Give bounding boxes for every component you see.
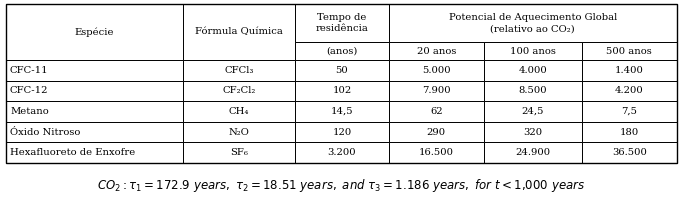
Text: 16.500: 16.500 — [419, 148, 454, 157]
Text: 8.500: 8.500 — [518, 86, 547, 95]
Text: Espécie: Espécie — [74, 27, 114, 37]
Bar — [389, 42, 484, 60]
Text: 4.200: 4.200 — [615, 86, 643, 95]
Text: 14,5: 14,5 — [331, 107, 353, 116]
Text: $CO_2 : \tau_1 =172.9\ years,\ \tau_2 =18.51\ years,\ and\ \tau_3 =1.186\ years,: $CO_2 : \tau_1 =172.9\ years,\ \tau_2 =1… — [98, 176, 585, 194]
Bar — [296, 122, 389, 142]
Bar — [182, 122, 296, 142]
Text: 7.900: 7.900 — [422, 86, 451, 95]
Bar — [6, 81, 182, 101]
Text: 3.200: 3.200 — [328, 148, 357, 157]
Text: Óxido Nitroso: Óxido Nitroso — [10, 128, 81, 137]
Text: 120: 120 — [333, 128, 352, 137]
Bar — [296, 4, 389, 42]
Bar — [6, 122, 182, 142]
Bar — [296, 101, 389, 122]
Text: CH₄: CH₄ — [229, 107, 249, 116]
Bar — [6, 4, 182, 60]
Text: 500 anos: 500 anos — [607, 46, 652, 56]
Text: Fórmula Química: Fórmula Química — [195, 28, 283, 37]
Text: Tempo de
residência: Tempo de residência — [316, 13, 369, 33]
Bar — [582, 122, 677, 142]
Text: 24,5: 24,5 — [522, 107, 544, 116]
Text: CFC-11: CFC-11 — [10, 66, 48, 75]
Bar — [484, 122, 582, 142]
Bar — [6, 142, 182, 163]
Text: 100 anos: 100 anos — [510, 46, 556, 56]
Text: CF₂Cl₂: CF₂Cl₂ — [223, 86, 255, 95]
Text: 24.900: 24.900 — [515, 148, 550, 157]
Text: 4.000: 4.000 — [518, 66, 547, 75]
Text: 320: 320 — [523, 128, 542, 137]
Bar — [296, 142, 389, 163]
Text: 5.000: 5.000 — [422, 66, 451, 75]
Bar — [389, 60, 484, 81]
Bar — [484, 42, 582, 60]
Text: 290: 290 — [427, 128, 446, 137]
Bar — [484, 101, 582, 122]
Bar — [182, 142, 296, 163]
Bar — [389, 142, 484, 163]
Bar — [389, 4, 677, 42]
Bar — [296, 81, 389, 101]
Text: SF₆: SF₆ — [230, 148, 248, 157]
Text: (anos): (anos) — [326, 46, 358, 56]
Text: 62: 62 — [430, 107, 443, 116]
Bar — [582, 142, 677, 163]
Bar — [582, 101, 677, 122]
Bar — [389, 122, 484, 142]
Text: 7,5: 7,5 — [622, 107, 637, 116]
Text: 102: 102 — [333, 86, 352, 95]
Text: N₂O: N₂O — [229, 128, 249, 137]
Bar — [582, 60, 677, 81]
Bar — [182, 101, 296, 122]
Bar — [6, 101, 182, 122]
Text: Metano: Metano — [10, 107, 48, 116]
Text: CFCl₃: CFCl₃ — [225, 66, 254, 75]
Bar — [296, 42, 389, 60]
Bar — [389, 81, 484, 101]
Bar — [6, 60, 182, 81]
Text: Hexafluoreto de Enxofre: Hexafluoreto de Enxofre — [10, 148, 135, 157]
Bar — [182, 60, 296, 81]
Text: 20 anos: 20 anos — [417, 46, 456, 56]
Text: 50: 50 — [335, 66, 348, 75]
Bar — [484, 60, 582, 81]
Bar — [484, 142, 582, 163]
Text: 180: 180 — [619, 128, 639, 137]
Bar — [582, 42, 677, 60]
Text: Potencial de Aquecimento Global
(relativo ao CO₂): Potencial de Aquecimento Global (relativ… — [449, 13, 617, 33]
Bar — [182, 4, 296, 60]
Bar — [182, 81, 296, 101]
Text: CFC-12: CFC-12 — [10, 86, 48, 95]
Bar — [296, 60, 389, 81]
Bar — [6, 4, 677, 163]
Bar — [389, 101, 484, 122]
Text: 1.400: 1.400 — [615, 66, 644, 75]
Text: 36.500: 36.500 — [612, 148, 647, 157]
Bar — [582, 81, 677, 101]
Bar — [484, 81, 582, 101]
